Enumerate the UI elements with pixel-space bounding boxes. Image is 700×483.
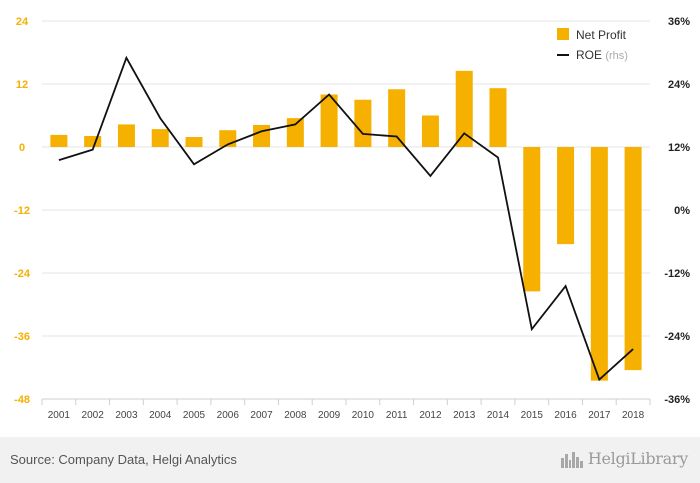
y-right-tick-label: 36% [668, 16, 690, 28]
x-tick-label: 2010 [352, 410, 375, 421]
brand-logo: HelgiLibrary [560, 449, 688, 468]
legend-label-roe: ROE (rhs) [576, 48, 628, 62]
source-text: Source: Company Data, Helgi Analytics [10, 452, 237, 467]
x-tick-label: 2003 [115, 410, 138, 421]
bar-net-profit [557, 147, 575, 245]
legend-label-net-profit: Net Profit [576, 28, 627, 42]
bar-net-profit [523, 147, 541, 292]
bar-net-profit [455, 70, 473, 147]
y-right-tick-label: 12% [668, 142, 690, 154]
x-tick-label: 2005 [183, 410, 206, 421]
bar-net-profit [320, 94, 338, 147]
y-left-tick-label: -12 [14, 205, 30, 217]
y-left-tick-label: -36 [14, 331, 30, 343]
legend-label-roe-suffix: (rhs) [605, 50, 628, 62]
y-left-tick-label: 12 [16, 79, 28, 91]
y-left-tick-label: 24 [16, 16, 29, 28]
brand-name: HelgiLibrary [587, 449, 688, 468]
bar-net-profit [421, 115, 439, 147]
y-right-tick-label: -36% [664, 394, 690, 406]
bar-net-profit [624, 147, 642, 371]
bar-net-profit [354, 99, 372, 147]
x-tick-label: 2008 [284, 410, 307, 421]
bar-net-profit [50, 134, 68, 147]
line-roe [58, 55, 634, 382]
x-tick-label: 2018 [622, 410, 645, 421]
city-skyline-icon [560, 451, 583, 468]
bar-net-profit [489, 88, 507, 147]
x-tick-label: 2004 [149, 410, 172, 421]
y-right-tick-label: -24% [664, 331, 690, 343]
x-tick-label: 2017 [588, 410, 611, 421]
x-tick-label: 2006 [217, 410, 240, 421]
y-left-tick-label: 0 [19, 142, 25, 154]
chart-svg: 24 12 0 -12 -24 -36 -48 36% 24% 12% 0% -12% -24% -36%… [14, 16, 690, 421]
bar-net-profit [590, 147, 608, 381]
bar-net-profit [117, 124, 135, 147]
y-right-tick-label: -12% [664, 268, 690, 280]
x-tick-label: 2001 [48, 410, 71, 421]
y-left-tick-label: -48 [14, 394, 30, 406]
x-tick-label: 2009 [318, 410, 341, 421]
x-tick-label: 2013 [453, 410, 476, 421]
x-tick-label: 2014 [487, 410, 510, 421]
bar-net-profit [185, 137, 203, 147]
x-tick-label: 2015 [521, 410, 544, 421]
y-right-tick-label: 24% [668, 79, 690, 91]
x-tick-label: 2016 [554, 410, 577, 421]
footer-band [0, 437, 700, 483]
bar-net-profit [286, 118, 304, 147]
y-left-tick-label: -24 [14, 268, 31, 280]
bar-net-profit [84, 135, 102, 147]
x-tick-label: 2012 [419, 410, 442, 421]
x-tick-label: 2002 [82, 410, 105, 421]
bar-net-profit [151, 129, 169, 147]
legend-swatch-net-profit [557, 28, 569, 40]
bar-net-profit [388, 89, 406, 147]
bar-net-profit [253, 124, 271, 147]
x-tick-label: 2011 [386, 410, 408, 421]
x-tick-label: 2007 [250, 410, 273, 421]
y-right-tick-label: 0% [674, 205, 690, 217]
